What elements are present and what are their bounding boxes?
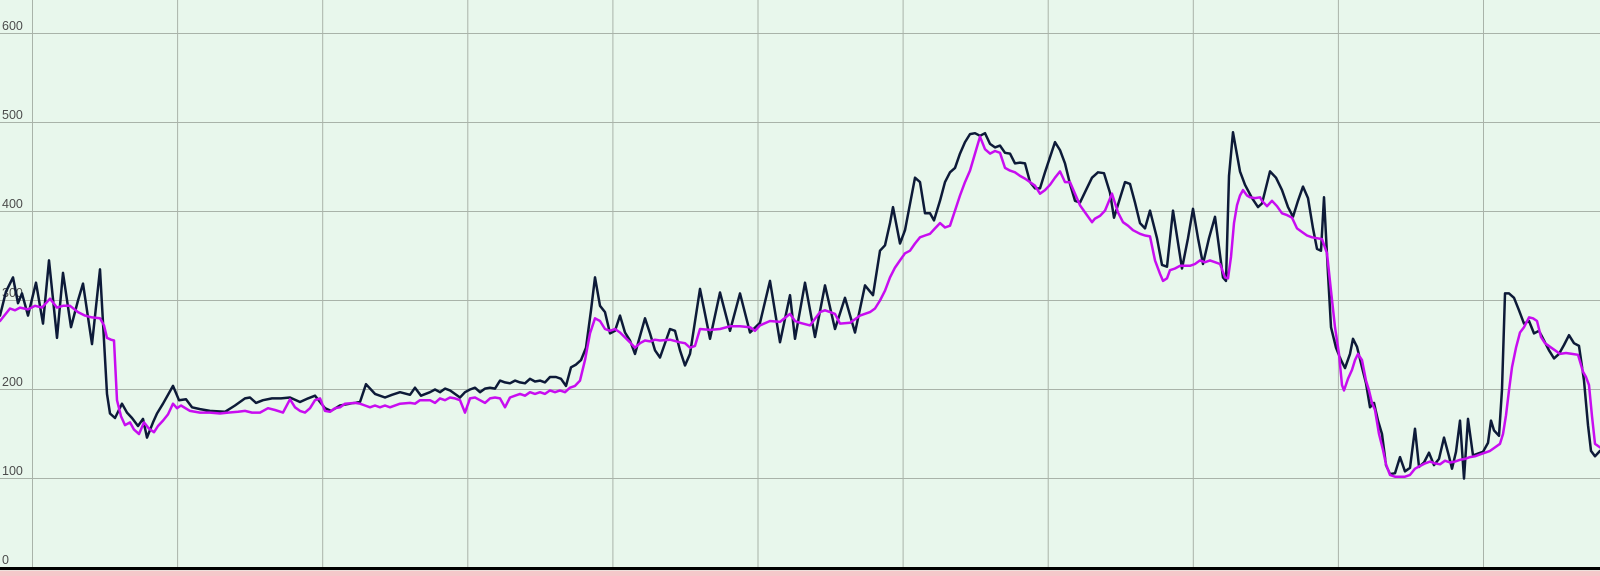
bottom-strip [0, 570, 1600, 576]
y-axis-tick-label: 200 [2, 375, 23, 389]
y-axis-tick-label: 0 [2, 553, 9, 567]
y-axis-tick-label: 600 [2, 19, 23, 33]
y-axis-tick-label: 100 [2, 464, 23, 478]
y-axis-tick-label: 500 [2, 108, 23, 122]
series-magenta-line [0, 135, 1600, 478]
y-axis-tick-label: 400 [2, 197, 23, 211]
